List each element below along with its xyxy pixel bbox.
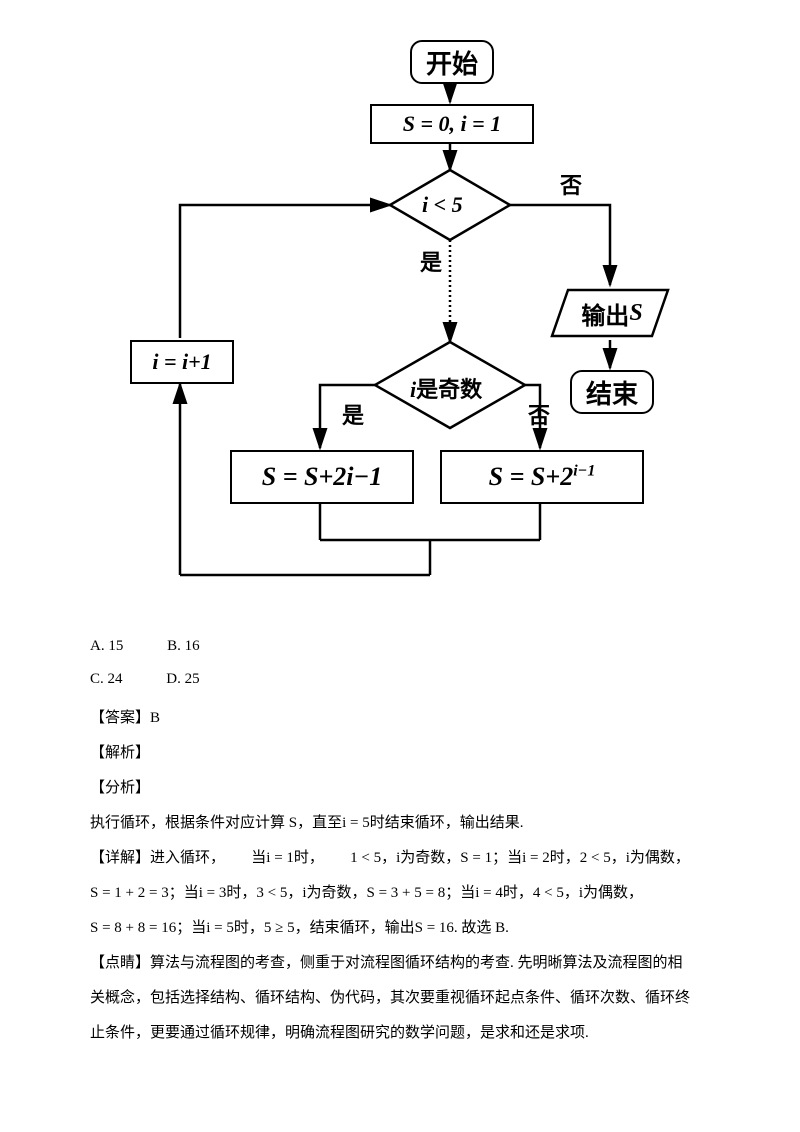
options-row-1: A. 15 B. 16 xyxy=(90,630,740,663)
answer-line: 【答案】B xyxy=(90,702,740,735)
answer-value: B xyxy=(150,710,160,726)
flowchart-container: 开始 S = 0, i = 1 i < 5 是 否 输出S 结束 xyxy=(60,40,740,600)
node-start: 开始 xyxy=(410,40,494,84)
node-end-label: 结束 xyxy=(586,374,638,411)
fenxi-heading: 【分析】 xyxy=(90,772,740,805)
answer-label: 【答案】 xyxy=(90,710,150,726)
cond2-no-label: 否 xyxy=(528,398,550,430)
option-a: 15 xyxy=(108,638,123,654)
node-start-label: 开始 xyxy=(426,44,478,81)
xiangjie-line-3: S = 8 + 8 = 16；当i = 5时，5 ≥ 5，结束循环，输出S = … xyxy=(90,912,740,945)
node-proc-even: S = S+2i−1 xyxy=(440,450,644,504)
node-init: S = 0, i = 1 xyxy=(370,104,534,144)
xiangjie-line-1: 【详解】进入循环， 当i = 1时， 1 < 5，i为奇数，S = 1；当i =… xyxy=(90,842,740,875)
explanation-block: 【答案】B 【解析】 【分析】 执行循环，根据条件对应计算 S，直至i = 5时… xyxy=(90,702,740,1050)
xiangjie-line-2: S = 1 + 2 = 3；当i = 3时，3 < 5，i为奇数，S = 3 +… xyxy=(90,877,740,910)
dianjing-line-2: 关概念，包括选择结构、循环结构、伪代码，其次要重视循环起点条件、循环次数、循环终 xyxy=(90,982,740,1015)
cond1-yes-label: 是 xyxy=(420,245,442,277)
cond1-no-label: 否 xyxy=(560,168,582,200)
node-inc: i = i+1 xyxy=(130,340,234,384)
node-cond2-label: i是奇数 xyxy=(410,372,482,404)
xiangjie-heading: 【详解】 xyxy=(90,850,150,866)
options-row-2: C. 24 D. 25 xyxy=(90,663,740,696)
node-proc-odd: S = S+2i−1 xyxy=(230,450,414,504)
option-d: 25 xyxy=(185,671,200,687)
flowchart: 开始 S = 0, i = 1 i < 5 是 否 输出S 结束 xyxy=(120,40,680,600)
options-block: A. 15 B. 16 C. 24 D. 25 xyxy=(90,630,740,696)
node-cond1-label: i < 5 xyxy=(422,192,463,218)
option-c: 24 xyxy=(108,671,123,687)
fenxi-body: 执行循环，根据条件对应计算 S，直至i = 5时结束循环，输出结果. xyxy=(90,807,740,840)
node-init-label: S = 0, i = 1 xyxy=(403,111,501,137)
dianjing-line-3: 止条件，更要通过循环规律，明确流程图研究的数学问题，是求和还是求项. xyxy=(90,1017,740,1050)
dianjing-heading: 【点睛】 xyxy=(90,955,150,971)
cond2-yes-label: 是 xyxy=(342,398,364,430)
node-inc-label: i = i+1 xyxy=(152,349,211,375)
node-output: 输出S xyxy=(568,294,656,332)
option-b: 16 xyxy=(185,638,200,654)
node-proc-even-sup: i−1 xyxy=(573,462,595,479)
node-proc-even-label: S = S+2 xyxy=(489,462,574,491)
dianjing-line-1: 【点睛】算法与流程图的考查，侧重于对流程图循环结构的考查. 先明晰算法及流程图的… xyxy=(90,947,740,980)
node-end: 结束 xyxy=(570,370,654,414)
node-proc-odd-label: S = S+2i−1 xyxy=(262,462,383,492)
jiexi-heading: 【解析】 xyxy=(90,737,740,770)
